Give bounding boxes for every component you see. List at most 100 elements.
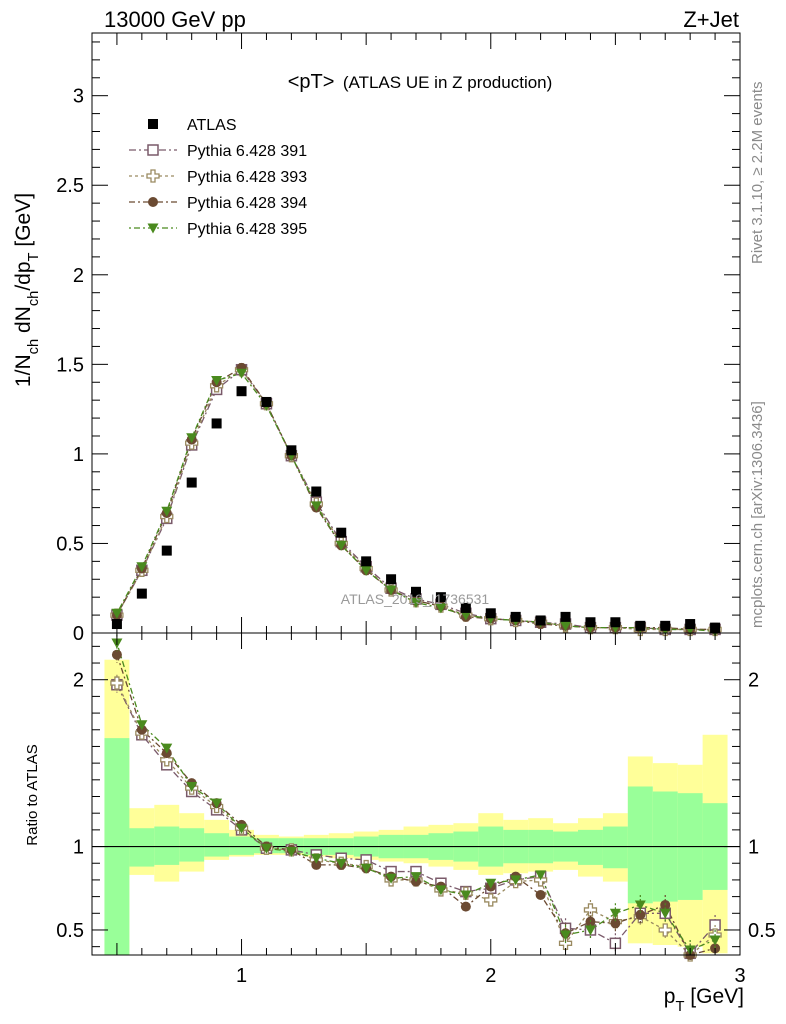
legend-label: Pythia 6.428 394 bbox=[187, 195, 307, 212]
main-panel: 0 0.5 1 1.5 2 2.5 3 bbox=[56, 32, 741, 645]
plot-title-main: <pT> bbox=[288, 71, 335, 93]
ratio-point bbox=[310, 853, 322, 864]
ratio-point bbox=[136, 720, 148, 731]
uncertainty-band-inner bbox=[578, 829, 603, 865]
data-point bbox=[485, 608, 496, 619]
legend-label: Pythia 6.428 395 bbox=[187, 221, 307, 238]
plot-title: <pT> (ATLAS UE in Z production) bbox=[288, 71, 553, 93]
data-point bbox=[610, 617, 621, 628]
data-point bbox=[211, 375, 223, 386]
ratio-point bbox=[236, 823, 248, 834]
data-point bbox=[685, 619, 696, 630]
ratio-point bbox=[186, 781, 198, 792]
uncertainty-band-inner bbox=[627, 786, 653, 904]
ratio-point bbox=[161, 743, 173, 754]
legend-entry: Pythia 6.428 395 bbox=[129, 221, 307, 238]
ratio-point bbox=[335, 858, 347, 869]
data-point bbox=[286, 445, 297, 456]
data-point bbox=[535, 615, 546, 626]
y-tick-label-right: 2 bbox=[748, 670, 759, 692]
process-label: Z+Jet bbox=[683, 7, 739, 32]
uncertainty-band-inner bbox=[229, 836, 254, 855]
y-tick-label: 3 bbox=[73, 86, 84, 108]
data-point bbox=[435, 592, 446, 603]
ratio-point bbox=[410, 872, 422, 883]
data-point bbox=[386, 574, 397, 585]
data-point bbox=[585, 617, 596, 628]
watermark: ATLAS_2019_I1736531 bbox=[341, 591, 490, 607]
ratio-point bbox=[385, 873, 397, 884]
uncertainty-band-inner bbox=[204, 833, 230, 857]
data-point bbox=[111, 608, 123, 619]
legend-label: Pythia 6.428 393 bbox=[187, 169, 307, 186]
ratio-point bbox=[460, 890, 472, 901]
ratio-point bbox=[110, 676, 124, 690]
data-point bbox=[236, 386, 247, 397]
data-point bbox=[310, 501, 322, 512]
ratio-point bbox=[484, 893, 498, 907]
data-point bbox=[635, 620, 646, 631]
ratio-point bbox=[634, 900, 646, 911]
main-y-axis-label: 1/Nch dNch/dpT [GeV] bbox=[12, 193, 42, 387]
ratio-point bbox=[609, 908, 621, 919]
uncertainty-band-inner bbox=[179, 828, 205, 862]
data-point bbox=[411, 586, 421, 597]
ratio-point bbox=[360, 863, 372, 874]
ratio-point bbox=[659, 908, 671, 919]
source-side-label: mcplots.cern.ch [arXiv:1306.3436] bbox=[749, 401, 766, 628]
data-point bbox=[510, 611, 521, 622]
y-tick-label: 0 bbox=[73, 623, 84, 645]
data-point bbox=[211, 418, 222, 429]
data-point bbox=[385, 585, 397, 596]
ratio-point bbox=[535, 889, 546, 900]
y-tick-label: 2 bbox=[73, 670, 84, 692]
data-point bbox=[660, 620, 671, 631]
legend: ATLAS Pythia 6.428 391 Pythia 6.428 393 Pyt… bbox=[129, 117, 307, 238]
y-tick-label: 2 bbox=[73, 265, 84, 287]
data-point bbox=[236, 368, 248, 379]
energy-label: 13000 GeV pp bbox=[104, 7, 246, 32]
data-point bbox=[361, 556, 372, 567]
ratio-point bbox=[160, 753, 174, 767]
ratio-series-line bbox=[116, 642, 716, 951]
ratio-point bbox=[435, 885, 447, 896]
ratio-point bbox=[560, 930, 572, 941]
ratio-point bbox=[658, 923, 672, 937]
data-point bbox=[560, 611, 571, 622]
x-tick-label: 1 bbox=[236, 965, 247, 987]
legend-entry: Pythia 6.428 391 bbox=[129, 143, 307, 160]
y-tick-label: 0.5 bbox=[56, 920, 84, 942]
ratio-point bbox=[260, 843, 272, 854]
x-axis-label: pT [GeV] bbox=[664, 985, 744, 1015]
x-tick-label: 3 bbox=[734, 965, 745, 987]
data-point bbox=[161, 506, 173, 517]
ratio-point bbox=[111, 649, 122, 660]
data-point bbox=[336, 527, 347, 538]
ratio-y-axis-label: Ratio to ATLAS bbox=[24, 744, 41, 845]
uncertainty-band-inner bbox=[154, 826, 180, 865]
data-point bbox=[261, 396, 272, 407]
data-point bbox=[311, 486, 322, 497]
ratio-point bbox=[535, 870, 547, 881]
ratio-point bbox=[584, 925, 596, 936]
legend-entry: ATLAS bbox=[148, 117, 237, 134]
data-point bbox=[161, 545, 172, 556]
rivet-side-label: Rivet 3.1.10, ≥ 2.2M events bbox=[749, 82, 766, 265]
legend-label: Pythia 6.428 391 bbox=[187, 143, 307, 160]
legend-marker bbox=[147, 144, 159, 156]
data-point bbox=[460, 602, 471, 613]
uncertainty-band-inner bbox=[129, 828, 155, 867]
y-tick-label: 1.5 bbox=[56, 354, 84, 376]
plot-title-sub: (ATLAS UE in Z production) bbox=[343, 73, 552, 92]
data-point bbox=[111, 619, 122, 630]
ratio-point bbox=[709, 935, 721, 946]
data-point bbox=[136, 588, 147, 599]
x-tick-label: 2 bbox=[485, 965, 496, 987]
ratio-point bbox=[485, 878, 497, 889]
data-point bbox=[335, 540, 347, 551]
ratio-point bbox=[311, 859, 322, 870]
data-point bbox=[710, 622, 721, 633]
legend-marker bbox=[148, 197, 158, 207]
data-point bbox=[186, 477, 197, 488]
